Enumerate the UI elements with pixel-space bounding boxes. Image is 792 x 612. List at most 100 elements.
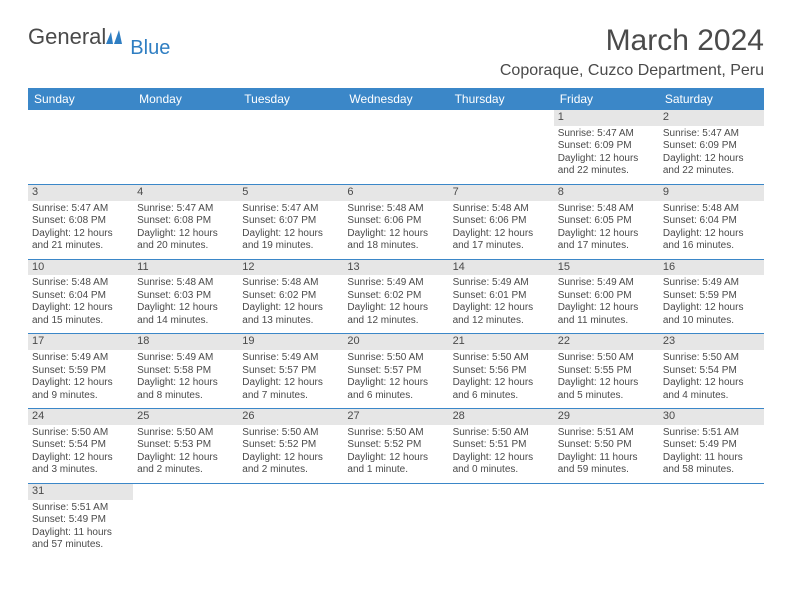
sunset-text: Sunset: 6:02 PM (242, 290, 339, 303)
calendar-cell (343, 110, 448, 184)
title-block: March 2024 Coporaque, Cuzco Department, … (500, 24, 764, 80)
daylight-text: and 10 minutes. (663, 315, 760, 328)
daylight-text: and 0 minutes. (453, 464, 550, 477)
daylight-text: and 16 minutes. (663, 240, 760, 253)
daylight-text: Daylight: 12 hours (663, 228, 760, 241)
sunset-text: Sunset: 6:06 PM (347, 215, 444, 228)
calendar-cell: 4Sunrise: 5:47 AMSunset: 6:08 PMDaylight… (133, 184, 238, 259)
daylight-text: Daylight: 12 hours (137, 377, 234, 390)
daylight-text: and 2 minutes. (137, 464, 234, 477)
sunrise-text: Sunrise: 5:47 AM (137, 203, 234, 216)
calendar-week-row: 1Sunrise: 5:47 AMSunset: 6:09 PMDaylight… (28, 110, 764, 184)
calendar-cell: 18Sunrise: 5:49 AMSunset: 5:58 PMDayligh… (133, 334, 238, 409)
sunrise-text: Sunrise: 5:49 AM (32, 352, 129, 365)
daylight-text: and 19 minutes. (242, 240, 339, 253)
day-number: 23 (659, 334, 764, 350)
sunset-text: Sunset: 5:49 PM (663, 439, 760, 452)
calendar-cell: 12Sunrise: 5:48 AMSunset: 6:02 PMDayligh… (238, 259, 343, 334)
day-number: 7 (449, 185, 554, 201)
daylight-text: Daylight: 12 hours (137, 452, 234, 465)
daylight-text: Daylight: 12 hours (453, 302, 550, 315)
sunset-text: Sunset: 6:04 PM (32, 290, 129, 303)
sunrise-text: Sunrise: 5:48 AM (242, 277, 339, 290)
sunrise-text: Sunrise: 5:49 AM (453, 277, 550, 290)
calendar-cell (343, 483, 448, 557)
daylight-text: and 8 minutes. (137, 390, 234, 403)
sunset-text: Sunset: 5:58 PM (137, 365, 234, 378)
weekday-saturday: Saturday (659, 88, 764, 110)
daylight-text: Daylight: 12 hours (453, 377, 550, 390)
day-number: 11 (133, 260, 238, 276)
calendar-cell: 11Sunrise: 5:48 AMSunset: 6:03 PMDayligh… (133, 259, 238, 334)
calendar-cell: 15Sunrise: 5:49 AMSunset: 6:00 PMDayligh… (554, 259, 659, 334)
sunset-text: Sunset: 5:56 PM (453, 365, 550, 378)
day-number: 6 (343, 185, 448, 201)
sunset-text: Sunset: 6:03 PM (137, 290, 234, 303)
daylight-text: and 4 minutes. (663, 390, 760, 403)
day-number: 4 (133, 185, 238, 201)
calendar-cell (133, 110, 238, 184)
sunset-text: Sunset: 5:53 PM (137, 439, 234, 452)
calendar-cell: 22Sunrise: 5:50 AMSunset: 5:55 PMDayligh… (554, 334, 659, 409)
sunset-text: Sunset: 5:54 PM (663, 365, 760, 378)
daylight-text: and 15 minutes. (32, 315, 129, 328)
daylight-text: Daylight: 12 hours (32, 302, 129, 315)
day-number: 1 (554, 110, 659, 126)
day-number: 15 (554, 260, 659, 276)
calendar-cell: 17Sunrise: 5:49 AMSunset: 5:59 PMDayligh… (28, 334, 133, 409)
calendar-cell (238, 483, 343, 557)
sunrise-text: Sunrise: 5:48 AM (32, 277, 129, 290)
day-number: 20 (343, 334, 448, 350)
sunrise-text: Sunrise: 5:48 AM (558, 203, 655, 216)
daylight-text: and 20 minutes. (137, 240, 234, 253)
day-number: 16 (659, 260, 764, 276)
weekday-thursday: Thursday (449, 88, 554, 110)
sunrise-text: Sunrise: 5:47 AM (663, 128, 760, 141)
sunset-text: Sunset: 5:55 PM (558, 365, 655, 378)
sunset-text: Sunset: 6:01 PM (453, 290, 550, 303)
logo-text-general: General (28, 24, 106, 50)
weekday-sunday: Sunday (28, 88, 133, 110)
sunrise-text: Sunrise: 5:49 AM (347, 277, 444, 290)
daylight-text: and 57 minutes. (32, 539, 129, 552)
calendar-week-row: 24Sunrise: 5:50 AMSunset: 5:54 PMDayligh… (28, 409, 764, 484)
daylight-text: Daylight: 12 hours (663, 377, 760, 390)
calendar-cell: 29Sunrise: 5:51 AMSunset: 5:50 PMDayligh… (554, 409, 659, 484)
sunrise-text: Sunrise: 5:49 AM (663, 277, 760, 290)
daylight-text: Daylight: 12 hours (242, 377, 339, 390)
calendar-cell: 2Sunrise: 5:47 AMSunset: 6:09 PMDaylight… (659, 110, 764, 184)
calendar-cell: 5Sunrise: 5:47 AMSunset: 6:07 PMDaylight… (238, 184, 343, 259)
calendar-cell: 28Sunrise: 5:50 AMSunset: 5:51 PMDayligh… (449, 409, 554, 484)
sunrise-text: Sunrise: 5:49 AM (558, 277, 655, 290)
daylight-text: Daylight: 12 hours (453, 452, 550, 465)
daylight-text: and 5 minutes. (558, 390, 655, 403)
daylight-text: and 13 minutes. (242, 315, 339, 328)
day-number: 19 (238, 334, 343, 350)
daylight-text: Daylight: 12 hours (242, 228, 339, 241)
daylight-text: and 3 minutes. (32, 464, 129, 477)
calendar-table: Sunday Monday Tuesday Wednesday Thursday… (28, 88, 764, 558)
daylight-text: and 12 minutes. (453, 315, 550, 328)
sunset-text: Sunset: 5:49 PM (32, 514, 129, 527)
sunset-text: Sunset: 5:54 PM (32, 439, 129, 452)
sunrise-text: Sunrise: 5:50 AM (453, 427, 550, 440)
daylight-text: and 11 minutes. (558, 315, 655, 328)
sunset-text: Sunset: 5:50 PM (558, 439, 655, 452)
sunset-text: Sunset: 6:07 PM (242, 215, 339, 228)
sunset-text: Sunset: 5:57 PM (347, 365, 444, 378)
calendar-cell: 6Sunrise: 5:48 AMSunset: 6:06 PMDaylight… (343, 184, 448, 259)
sunrise-text: Sunrise: 5:50 AM (242, 427, 339, 440)
calendar-cell (659, 483, 764, 557)
daylight-text: Daylight: 11 hours (663, 452, 760, 465)
calendar-cell: 25Sunrise: 5:50 AMSunset: 5:53 PMDayligh… (133, 409, 238, 484)
sunrise-text: Sunrise: 5:49 AM (242, 352, 339, 365)
daylight-text: and 21 minutes. (32, 240, 129, 253)
calendar-cell: 27Sunrise: 5:50 AMSunset: 5:52 PMDayligh… (343, 409, 448, 484)
calendar-cell: 21Sunrise: 5:50 AMSunset: 5:56 PMDayligh… (449, 334, 554, 409)
daylight-text: and 17 minutes. (453, 240, 550, 253)
daylight-text: Daylight: 12 hours (137, 228, 234, 241)
sunset-text: Sunset: 6:02 PM (347, 290, 444, 303)
calendar-cell: 13Sunrise: 5:49 AMSunset: 6:02 PMDayligh… (343, 259, 448, 334)
weekday-monday: Monday (133, 88, 238, 110)
day-number: 22 (554, 334, 659, 350)
